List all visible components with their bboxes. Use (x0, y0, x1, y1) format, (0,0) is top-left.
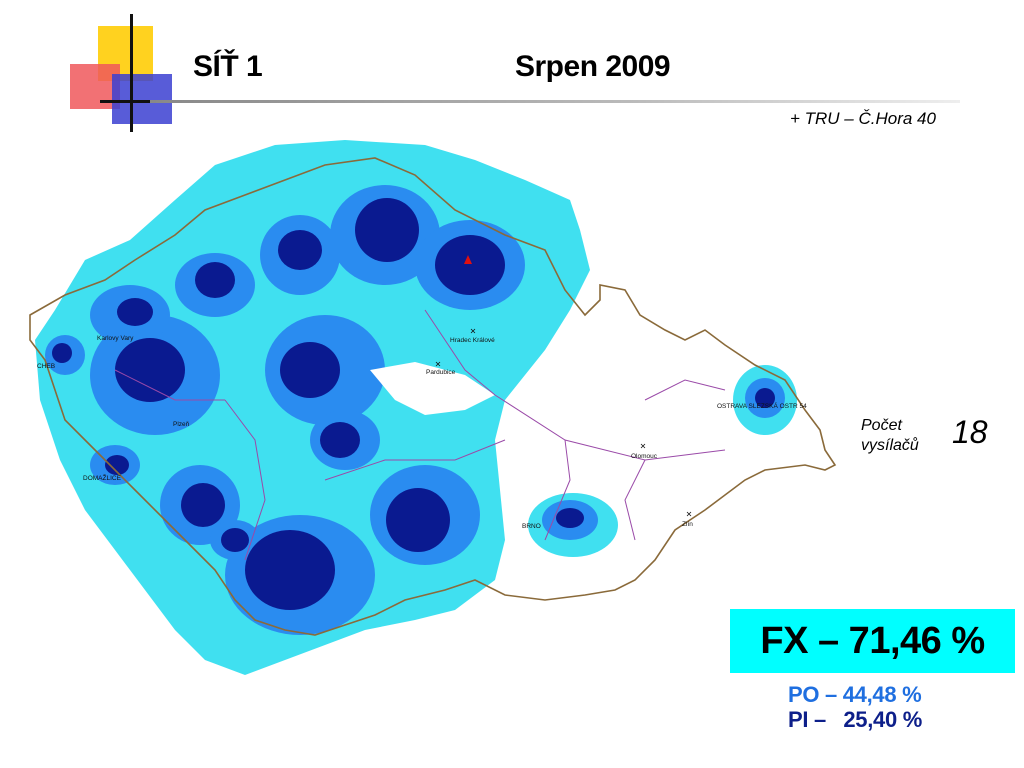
transmitter-marker (464, 255, 472, 264)
city-label: Karlovy Vary (97, 335, 134, 342)
city-label: Zlín (682, 521, 693, 528)
fx-coverage-box: FX – 71,46 % (730, 609, 1015, 673)
coverage-map: CHEB Karlovy Vary Plzeň DOMAŽLICE Hradec… (25, 140, 845, 680)
page-title: SÍŤ 1 (193, 50, 263, 83)
transmitter-count-value: 18 (952, 414, 988, 450)
city-label: Plzeň (173, 421, 190, 428)
city-labels: CHEB Karlovy Vary Plzeň DOMAŽLICE Hradec… (37, 335, 807, 530)
city-markers (435, 328, 692, 517)
city-label: Olomouc (631, 453, 658, 460)
national-border (29, 157, 837, 636)
city-label: Hradec Králové (450, 337, 495, 344)
coverage-core (52, 198, 775, 610)
transmitter-count-label: Počet vysílačů (861, 417, 919, 454)
po-coverage-value: PO – 44,48 % (788, 682, 922, 707)
city-label: DOMAŽLICE (83, 473, 122, 482)
logo-blue-square (112, 74, 172, 124)
transmitter-note: + TRU – Č.Hora 40 (790, 109, 936, 128)
city-label: Pardubice (426, 369, 456, 376)
title-divider (150, 100, 960, 103)
logo-vertical-line (130, 14, 133, 132)
page-date: Srpen 2009 (515, 50, 671, 83)
coverage-map-svg: CHEB Karlovy Vary Plzeň DOMAŽLICE Hradec… (29, 140, 837, 675)
region-borders (114, 309, 726, 561)
logo (0, 0, 200, 140)
fx-coverage-value: FX – 71,46 % (760, 619, 985, 662)
city-label: CHEB (37, 363, 55, 370)
coverage-mid (45, 185, 785, 635)
city-label: BRNO (522, 523, 541, 530)
uncovered-area (370, 362, 495, 415)
pi-coverage-value: PI – 25,40 % (788, 707, 922, 732)
logo-horizontal-line (100, 100, 160, 103)
city-label: OSTRAVA SLEZSKÁ OSTR 54 (717, 401, 807, 410)
